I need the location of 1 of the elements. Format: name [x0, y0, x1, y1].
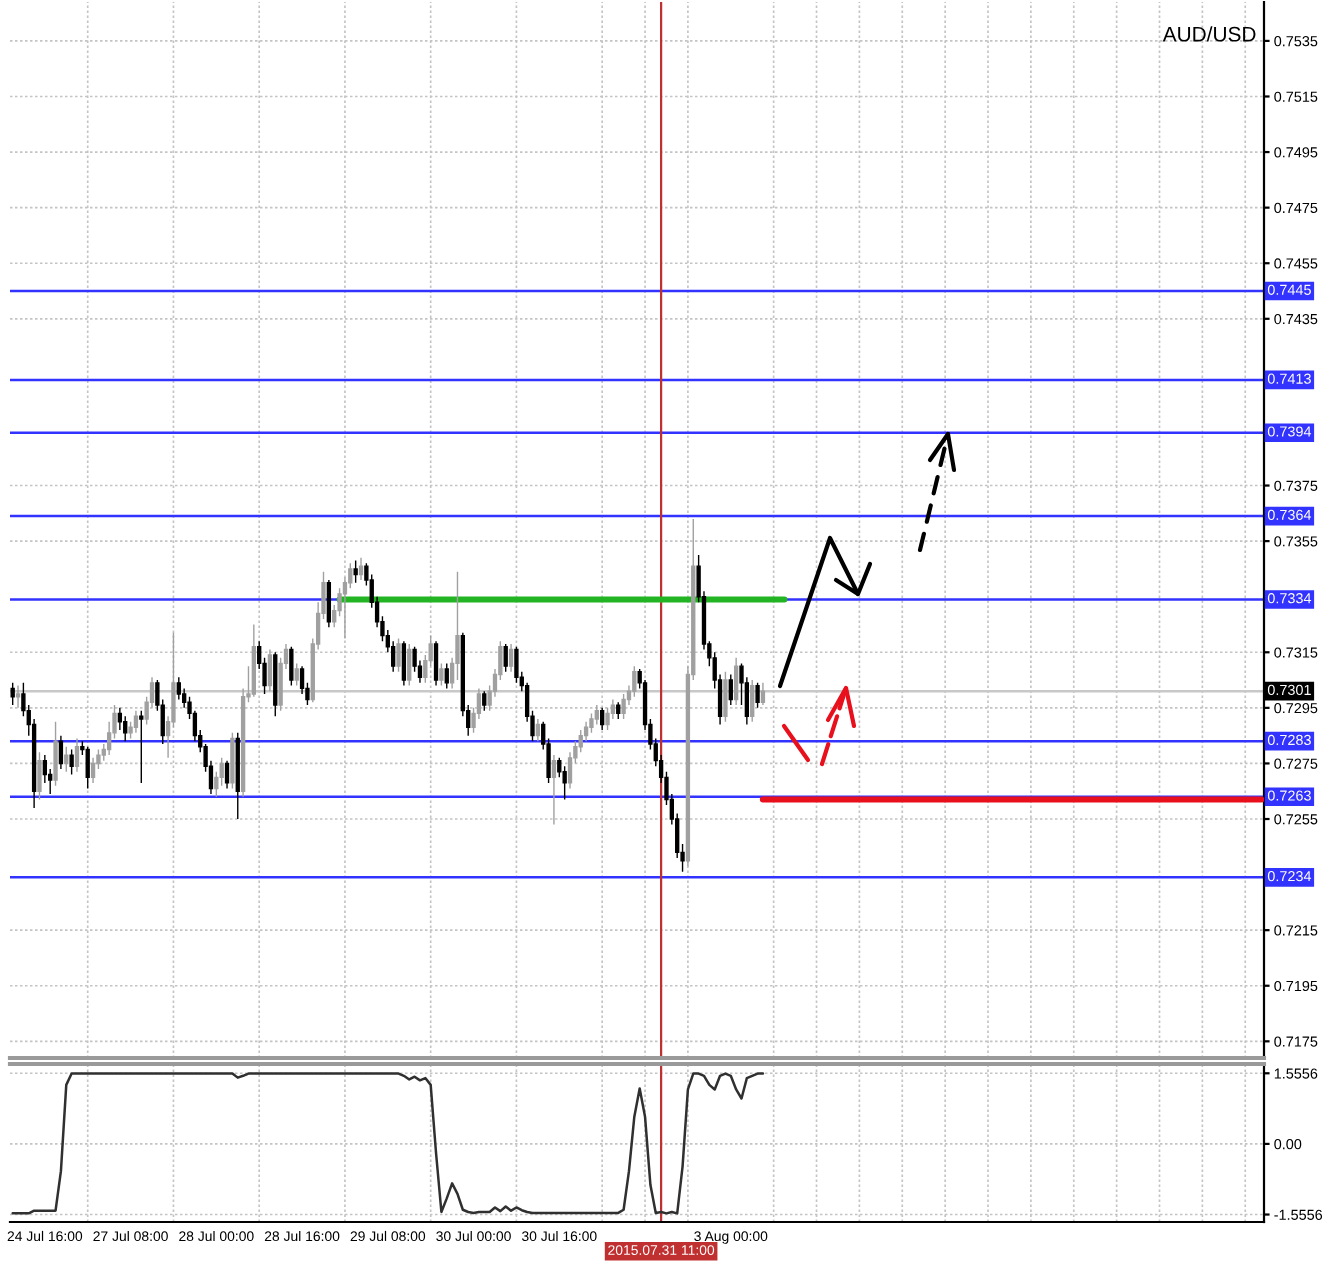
text: AUD/USD — [1162, 26, 1256, 42]
